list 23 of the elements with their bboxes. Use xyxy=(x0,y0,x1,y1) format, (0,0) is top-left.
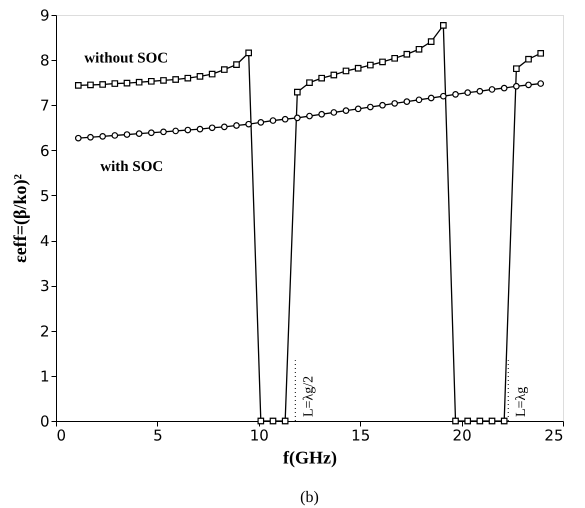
y-tick-label: 6 xyxy=(40,142,50,160)
ref-line-label: L=λg xyxy=(514,386,530,417)
x-tick-label: 10 xyxy=(250,426,269,444)
y-tick-label: 8 xyxy=(40,52,50,70)
y-tick-label: 7 xyxy=(40,96,50,115)
y-tick-label: 2 xyxy=(40,322,50,340)
x-axis-title: f(GHz) xyxy=(283,448,337,468)
series-label: with SOC xyxy=(100,159,164,176)
x-tick-label: 25 xyxy=(544,426,564,444)
text: (b) xyxy=(300,489,319,506)
y-tick-label: 9 xyxy=(40,6,50,24)
x-tick-label: 20 xyxy=(452,426,472,444)
y-tick-label: 4 xyxy=(40,232,50,250)
y-tick-label: 1 xyxy=(40,367,50,386)
y-tick-label: 5 xyxy=(40,186,50,205)
x-tick-label: 15 xyxy=(351,426,370,444)
x-tick-label: 0 xyxy=(56,426,66,444)
x-tick-label: 5 xyxy=(153,426,163,444)
y-tick-label: 3 xyxy=(40,277,50,296)
series-label: without SOC xyxy=(84,50,168,66)
ref-line-label: L=λg/2 xyxy=(301,376,316,417)
y-axis-title: εeff=(β/ko)² xyxy=(10,174,30,263)
y-tick-label: 0 xyxy=(40,412,50,430)
